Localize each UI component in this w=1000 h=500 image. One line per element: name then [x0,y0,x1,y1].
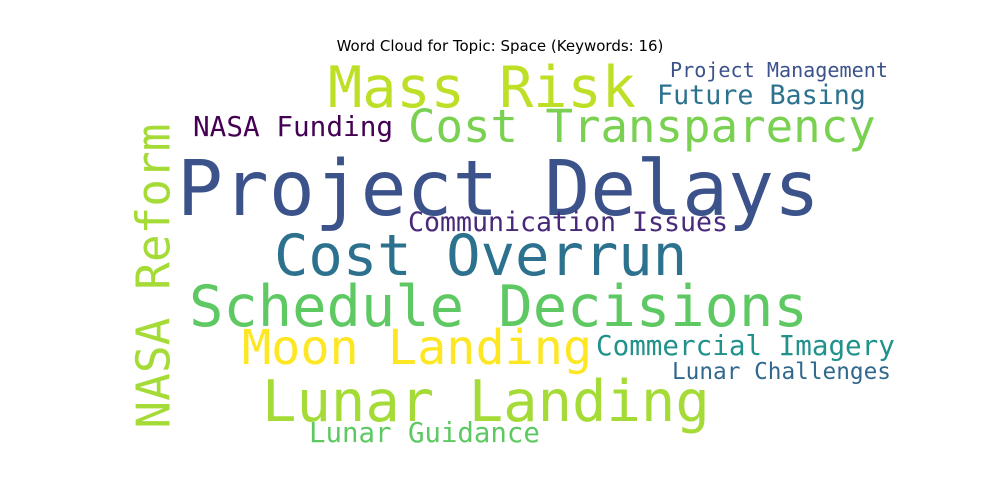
chart-title: Word Cloud for Topic: Space (Keywords: 1… [336,37,664,55]
cloud-word: Communication Issues [408,207,729,238]
cloud-word: Project Delays [177,144,820,233]
cloud-word: Future Basing [657,79,866,111]
cloud-word: Cost Transparency [408,99,876,153]
cloud-word: Moon Landing [242,320,593,376]
cloud-word: Cost Overrun [274,223,688,289]
cloud-word: Lunar Guidance [309,418,540,449]
cloud-word: Schedule Decisions [189,273,808,340]
cloud-word: Project Management [670,58,888,82]
cloud-word: NASA Reform [126,123,180,429]
cloud-word: NASA Funding [193,109,394,143]
cloud-word: Lunar Challenges [672,358,891,385]
cloud-word: Commercial Imagery [596,329,895,362]
cloud-word: Mass Risk [328,55,636,121]
cloud-word: Lunar Landing [262,368,710,435]
